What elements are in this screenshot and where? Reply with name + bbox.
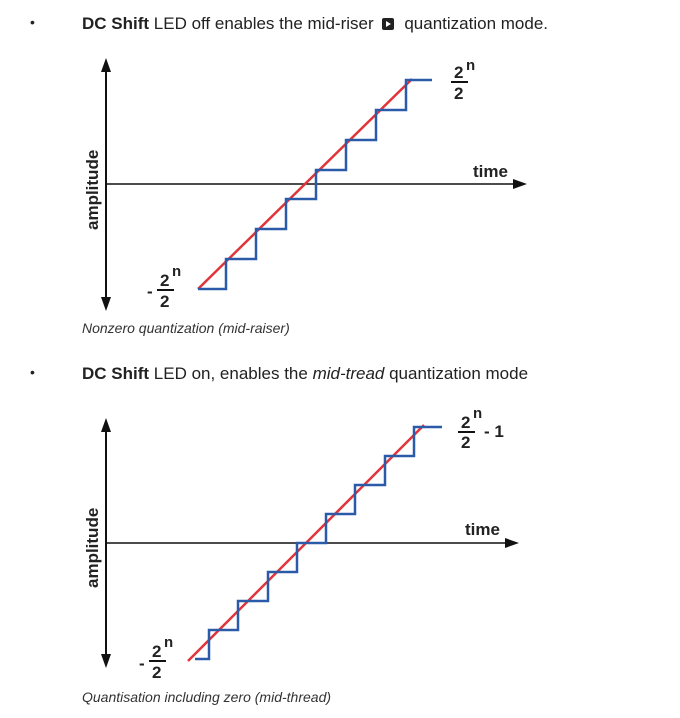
min-level-denominator: 2 (160, 292, 169, 311)
play-box-icon (381, 18, 394, 30)
min-level-label: - 2 n 2 (139, 634, 173, 682)
quantizer-staircase (198, 78, 432, 291)
mid-riser-heading: DC Shift LED off enables the mid-riser q… (82, 14, 548, 34)
amplitude-axis-top-arrow (101, 58, 111, 72)
amplitude-label: amplitude (83, 508, 102, 588)
amplitude-axis-top-arrow (101, 418, 111, 432)
amplitude-axis-bottom-arrow (101, 654, 111, 668)
bullet-marker: • (30, 14, 35, 30)
min-level-exponent: n (164, 634, 173, 651)
bullet-marker: • (30, 364, 35, 380)
max-level-denominator: 2 (461, 433, 470, 452)
min-level-label: - 2 n 2 (147, 263, 181, 311)
dc-shift-label: DC Shift (82, 14, 150, 33)
max-level-exponent: n (466, 57, 475, 74)
mid-riser-caption: Nonzero quantization (mid-raiser) (82, 320, 290, 336)
mid-riser-diagram: amplitude time 2 n 2 - 2 n 2 (83, 57, 527, 311)
bullet-item-mid-tread: • DC Shift LED on, enables the mid-tread… (0, 364, 680, 388)
amplitude-label: amplitude (83, 150, 102, 230)
mid-riser-heading-text: LED off enables the mid-riser (149, 14, 374, 33)
mid-tread-heading-tail: quantization mode (384, 364, 529, 383)
max-level-label: 2 n 2 - 1 (458, 405, 504, 452)
quantizer-staircase (195, 425, 442, 661)
time-axis-arrow (505, 538, 519, 548)
max-level-numerator: 2 (461, 413, 470, 432)
time-label: time (465, 520, 500, 539)
mid-riser-heading-tail: quantization mode. (399, 14, 549, 33)
bullet-item-mid-riser: • DC Shift LED off enables the mid-riser… (0, 14, 680, 38)
mid-tread-heading-text: LED on, enables the (149, 364, 313, 383)
max-level-denominator: 2 (454, 84, 463, 103)
min-level-numerator: 2 (152, 642, 161, 661)
max-level-label: 2 n 2 (451, 57, 475, 103)
time-axis-arrow (513, 179, 527, 189)
min-level-sign: - (147, 282, 153, 301)
min-level-sign: - (139, 654, 145, 673)
mid-tread-caption: Quantisation including zero (mid-thread) (82, 689, 332, 705)
max-level-exponent: n (473, 405, 482, 422)
dc-shift-label: DC Shift (82, 364, 150, 383)
mid-tread-term: mid-tread (312, 364, 385, 383)
min-level-numerator: 2 (160, 271, 169, 290)
max-level-numerator: 2 (454, 63, 463, 82)
time-label: time (473, 162, 508, 181)
mid-tread-heading: DC Shift LED on, enables the mid-tread q… (82, 364, 528, 384)
max-level-minus-one: - 1 (484, 422, 504, 441)
amplitude-axis-bottom-arrow (101, 297, 111, 311)
min-level-denominator: 2 (152, 663, 161, 682)
min-level-exponent: n (172, 263, 181, 280)
